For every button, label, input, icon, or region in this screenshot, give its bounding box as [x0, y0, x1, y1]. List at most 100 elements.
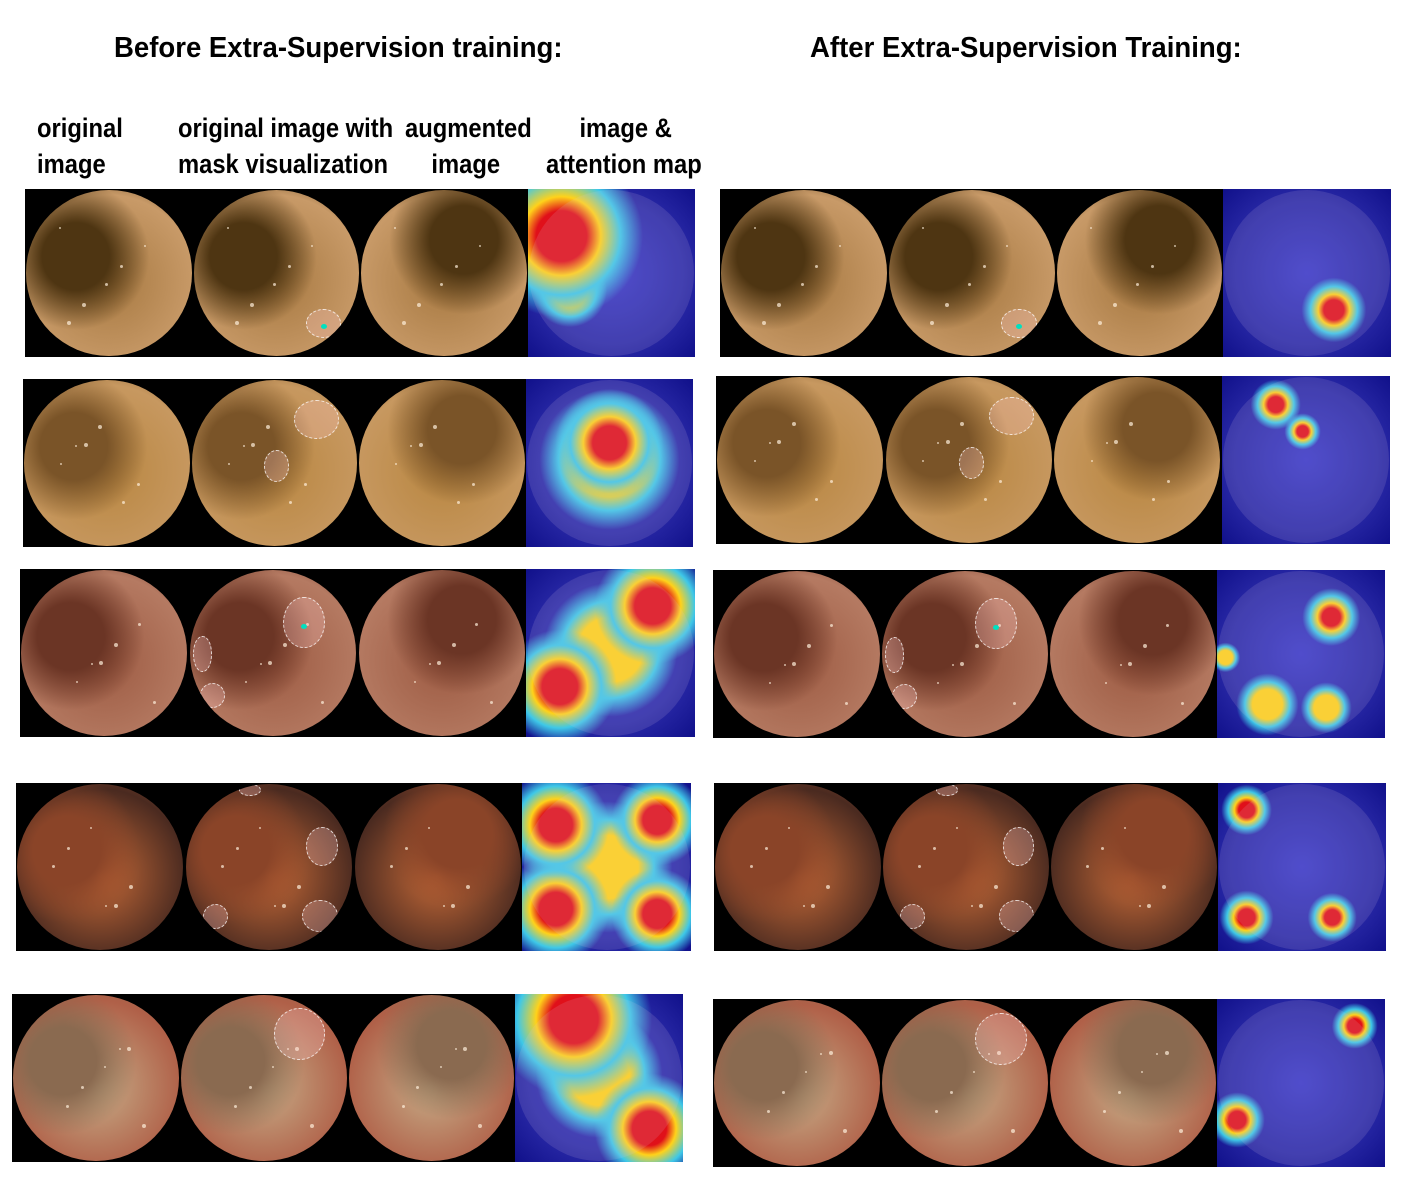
attention-map-tile [1217, 999, 1385, 1167]
highlight-speck [220, 865, 224, 869]
highlight-speck [921, 226, 924, 229]
highlight-speck [272, 282, 276, 286]
highlight-speck [917, 865, 921, 869]
highlight-speck [60, 463, 63, 465]
highlight-speck [826, 885, 831, 890]
lesion-mask-outline [1001, 309, 1037, 338]
endoscopy-disc [348, 995, 515, 1161]
highlight-speck [777, 440, 781, 445]
after-row-3 [713, 570, 1385, 738]
endoscopy-disc [1051, 784, 1217, 950]
highlight-speck [128, 885, 133, 890]
highlight-speck [75, 444, 78, 447]
original-image-tile [25, 189, 193, 357]
highlight-speck [764, 847, 768, 851]
highlight-speck [490, 701, 493, 705]
mask-marker [992, 624, 999, 630]
highlight-speck [945, 440, 950, 445]
highlight-speck [782, 1091, 786, 1095]
highlight-speck [451, 903, 456, 908]
highlight-speck [1128, 421, 1133, 426]
before-row-4 [16, 783, 691, 951]
highlight-speck [843, 1129, 848, 1134]
original-image-tile [714, 783, 882, 951]
augmented-image-tile [1053, 376, 1222, 544]
attention-map-tile [1223, 189, 1391, 357]
highlight-speck [287, 264, 291, 268]
highlight-speck [456, 501, 460, 505]
lesion-mask-outline [974, 597, 1017, 650]
highlight-speck [815, 498, 819, 502]
highlight-speck [142, 1124, 147, 1129]
endoscopy-disc [715, 784, 881, 950]
endoscopy-disc [888, 190, 1055, 356]
mask-visualization-tile [191, 379, 359, 547]
overlay-disc [1224, 190, 1390, 356]
highlight-speck [265, 424, 270, 429]
highlight-speck [259, 662, 262, 665]
overlay-disc [1222, 377, 1389, 543]
highlight-speck [1112, 302, 1117, 307]
augmented-image-tile [354, 783, 523, 951]
lesion-mask-outline [958, 446, 985, 479]
highlight-speck [791, 421, 796, 426]
endoscopy-disc [26, 190, 192, 356]
highlight-speck [120, 264, 124, 268]
highlight-speck [820, 1053, 823, 1056]
highlight-speck [830, 479, 834, 483]
highlight-speck [104, 1066, 107, 1069]
highlight-speck [475, 623, 479, 627]
highlight-speck [762, 321, 767, 326]
highlight-speck [767, 1109, 771, 1113]
endoscopy-disc [191, 380, 357, 546]
highlight-speck [114, 643, 119, 648]
mask-visualization-tile [888, 189, 1056, 357]
highlight-speck [477, 1124, 482, 1129]
after-row-2 [716, 376, 1390, 544]
endoscopy-disc [717, 377, 884, 543]
before-row-1 [25, 189, 695, 357]
highlight-speck [806, 644, 811, 649]
endoscopy-disc [13, 995, 179, 1161]
highlight-speck [439, 1066, 442, 1069]
lesion-mask-outline [239, 784, 262, 796]
highlight-speck [268, 661, 273, 666]
lesion-mask-outline [999, 900, 1035, 933]
lesion-mask-outline [988, 396, 1034, 436]
highlight-speck [143, 244, 146, 247]
highlight-speck [974, 644, 979, 649]
highlight-speck [1013, 702, 1017, 706]
lesion-mask-outline [891, 683, 918, 710]
highlight-speck [52, 865, 56, 869]
highlight-speck [1156, 1053, 1159, 1056]
highlight-speck [234, 320, 239, 325]
highlight-speck [1142, 644, 1147, 649]
highlight-speck [845, 702, 849, 706]
highlight-speck [304, 482, 308, 486]
endoscopy-disc [354, 784, 521, 950]
highlight-speck [951, 663, 954, 666]
highlight-speck [466, 885, 471, 890]
highlight-speck [462, 1046, 467, 1051]
highlight-speck [937, 441, 940, 444]
highlight-speck [271, 1066, 274, 1069]
highlight-speck [922, 460, 925, 462]
highlight-speck [233, 1104, 237, 1108]
mask-visualization-tile [885, 376, 1054, 544]
highlight-speck [1164, 1051, 1169, 1056]
highlight-speck [416, 1086, 420, 1090]
overlay-disc [1218, 571, 1384, 737]
endoscopy-disc [180, 995, 347, 1161]
lesion-mask-outline [200, 682, 226, 709]
highlight-speck [783, 663, 786, 666]
lesion-mask-outline [193, 636, 213, 672]
endoscopy-disc [24, 380, 190, 546]
highlight-speck [1124, 827, 1127, 830]
attention-map-tile [526, 569, 695, 737]
highlight-speck [1167, 479, 1171, 483]
highlight-speck [1104, 682, 1107, 685]
mask-visualization-tile [189, 569, 358, 737]
highlight-speck [749, 865, 753, 869]
highlight-speck [754, 226, 757, 229]
highlight-speck [1136, 282, 1140, 286]
